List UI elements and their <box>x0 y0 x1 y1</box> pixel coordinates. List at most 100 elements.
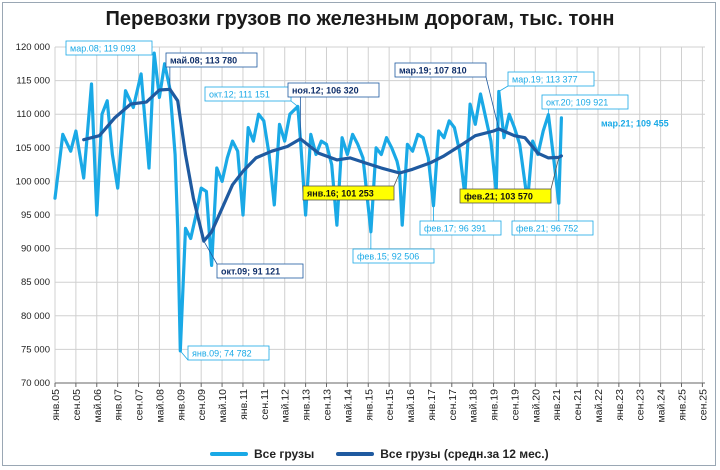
annotation: ноя.12; 106 320 <box>287 82 380 139</box>
annotation: фев.21; 103 570 <box>459 157 560 204</box>
x-tick-label: янв.15 <box>363 389 375 421</box>
annotation-label: окт.12; 111 151 <box>209 90 270 100</box>
annotation-label: фев.21; 96 752 <box>516 224 578 234</box>
annotation-leader <box>290 100 299 107</box>
annotation-label: янв.16; 101 253 <box>307 189 374 199</box>
annotation: янв.16; 101 253 <box>302 172 400 201</box>
legend-swatch-series1 <box>210 452 248 456</box>
x-tick-label: янв.23 <box>614 389 626 421</box>
x-tick-label: май.08 <box>154 389 166 423</box>
chart-title: Перевозки грузов по железным дорогам, ты… <box>105 8 615 30</box>
annotation-leader <box>485 76 500 130</box>
y-tick-label: 70 000 <box>21 378 50 389</box>
legend-item-series2: Все грузы (средн.за 12 мес.) <box>336 447 549 461</box>
x-tick-label: май.24 <box>656 389 668 423</box>
x-tick-label: май.18 <box>468 389 480 423</box>
x-tick-label: янв.19 <box>489 389 501 421</box>
x-tick-label: май.20 <box>530 389 542 423</box>
annotation-label: мар.21; 109 455 <box>601 119 669 129</box>
x-tick-label: сен.17 <box>447 389 459 421</box>
annotation-box <box>187 345 270 361</box>
chart-frame <box>2 2 716 466</box>
x-tick-label: сен.19 <box>509 389 521 421</box>
x-axis: янв.05 сен.05 май.06 янв.07 сен.07 май.08 янв.… <box>50 382 709 423</box>
annotation-label: май.08; 113 780 <box>170 56 237 66</box>
annotation: янв.09; 74 782 <box>179 345 270 361</box>
annotation-label: мар.08; 119 093 <box>70 44 136 54</box>
y-tick-label: 90 000 <box>21 244 50 255</box>
y-tick-label: 115 000 <box>16 76 50 87</box>
grid <box>54 46 705 384</box>
x-tick-label: янв.25 <box>677 389 689 421</box>
x-tick-label: сен.13 <box>321 389 333 421</box>
annotation-label: фев.15; 92 506 <box>357 252 419 262</box>
annotation: мар.08; 119 093 <box>65 40 155 56</box>
annotation-label: окт.09; 91 121 <box>221 267 280 277</box>
y-tick-label: 100 000 <box>16 176 50 187</box>
x-tick-label: сен.11 <box>259 389 271 420</box>
annotation: май.08; 113 780 <box>165 52 258 90</box>
annotation-box <box>419 220 502 236</box>
annotation-box <box>511 220 594 236</box>
annotation-leader <box>550 157 560 190</box>
x-tick-label: сен.09 <box>196 389 208 421</box>
x-tick-label: май.22 <box>593 389 605 423</box>
annotation: мар.21; 109 455 <box>561 118 669 131</box>
annotation-leader <box>498 85 509 92</box>
x-tick-label: сен.25 <box>697 389 709 421</box>
legend-item-series1: Все грузы <box>210 447 314 461</box>
x-tick-label: сен.21 <box>572 389 584 421</box>
legend: Все грузы Все грузы (средн.за 12 мес.) <box>210 444 571 464</box>
x-tick-label: янв.17 <box>426 389 438 421</box>
annotation-label: янв.09; 74 782 <box>192 349 252 359</box>
annotation-label: окт.20; 109 921 <box>546 98 608 108</box>
annotation-box <box>302 185 395 201</box>
annotation-box <box>287 82 380 98</box>
y-tick-label: 95 000 <box>21 210 50 221</box>
annotation: мар.19; 113 377 <box>498 71 595 92</box>
annotation: фев.17; 96 391 <box>419 205 502 236</box>
annotation-label: мар.19; 107 810 <box>399 66 467 76</box>
y-tick-label: 75 000 <box>21 344 50 355</box>
annotations: мар.08; 119 093 май.08; 113 780 окт.12; 11… <box>65 40 669 361</box>
annotation: окт.09; 91 121 <box>203 240 304 279</box>
x-tick-label: сен.07 <box>134 389 146 421</box>
y-tick-label: 120 000 <box>16 42 50 53</box>
x-tick-label: янв.09 <box>175 389 187 421</box>
annotation: окт.12; 111 151 <box>204 86 299 107</box>
annotation: фев.15; 92 506 <box>352 231 435 264</box>
annotation-label: мар.19; 113 377 <box>512 75 578 85</box>
annotation-label: фев.21; 103 570 <box>464 192 533 202</box>
annotation-box <box>216 263 304 279</box>
annotation-box <box>165 52 258 68</box>
x-tick-label: май.14 <box>342 389 354 423</box>
y-tick-label: 85 000 <box>21 277 50 288</box>
series-line-12m-average <box>82 87 563 243</box>
x-tick-label: май.10 <box>217 389 229 423</box>
annotation-box <box>459 188 552 204</box>
y-tick-label: 110 000 <box>16 109 50 120</box>
annotation-leader <box>561 118 597 131</box>
legend-label-series2: Все грузы (средн.за 12 мес.) <box>380 447 549 461</box>
annotation: окт.20; 109 921 <box>541 94 629 115</box>
series-lines <box>53 51 563 353</box>
y-tick-label: 105 000 <box>16 143 50 154</box>
x-tick-label: янв.13 <box>301 389 313 421</box>
annotation-leader <box>179 350 189 361</box>
annotation: мар.19; 107 810 <box>394 62 500 130</box>
annotation-box <box>394 62 487 78</box>
x-tick-label: май.16 <box>405 389 417 423</box>
annotation-label: ноя.12; 106 320 <box>292 86 359 96</box>
x-tick-label: янв.11 <box>238 389 250 420</box>
x-tick-label: сен.05 <box>71 389 83 421</box>
x-tick-label: янв.21 <box>551 389 563 421</box>
y-axis: 70 000 75 000 80 000 85 000 90 000 95 000 100 … <box>16 42 50 389</box>
annotation-leader <box>203 240 218 265</box>
x-tick-label: янв.07 <box>113 389 125 421</box>
annotation-label: фев.17; 96 391 <box>424 224 486 234</box>
x-tick-label: сен.23 <box>635 389 647 421</box>
annotation: фев.21; 96 752 <box>511 203 594 236</box>
annotation-box <box>507 71 595 87</box>
x-tick-label: май.06 <box>92 389 104 423</box>
